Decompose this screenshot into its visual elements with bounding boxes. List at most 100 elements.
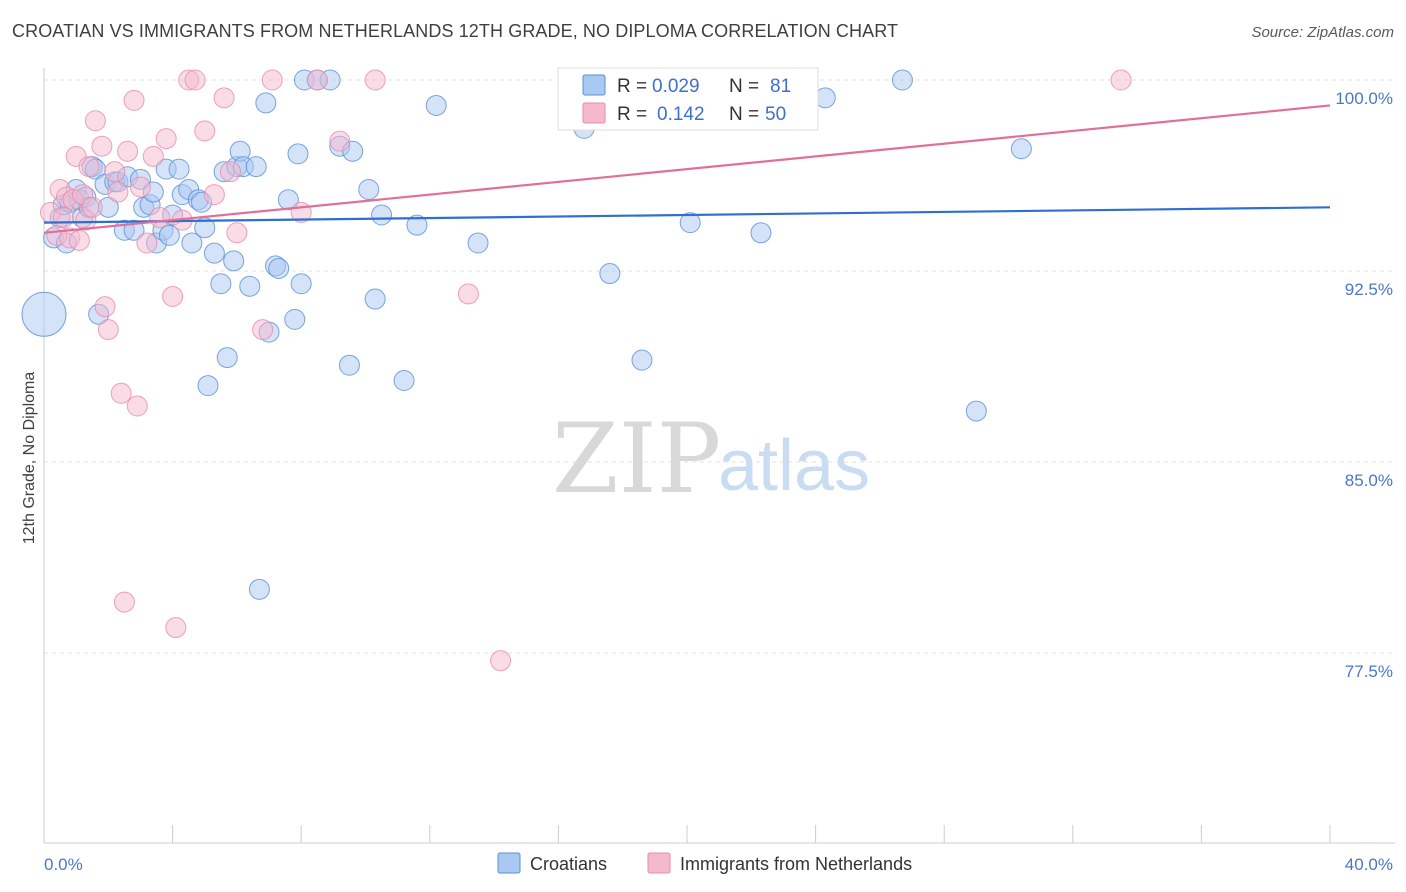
data-point-netherlands xyxy=(68,229,90,251)
chart-source: Source: ZipAtlas.com xyxy=(1251,24,1394,41)
data-point-croatians xyxy=(268,257,290,279)
data-point-croatians xyxy=(467,232,489,254)
data-point-croatians xyxy=(284,308,306,330)
data-point-netherlands xyxy=(165,617,187,639)
data-point-croatians xyxy=(223,250,245,272)
series-legend: Croatians Immigrants from Netherlands xyxy=(497,852,912,874)
data-point-croatians xyxy=(290,273,312,295)
data-point-croatians xyxy=(679,212,701,234)
x-tick-label: 0.0% xyxy=(44,855,83,874)
data-point-netherlands xyxy=(261,69,283,91)
data-point-croatians xyxy=(21,291,67,337)
data-point-croatians xyxy=(1010,138,1032,160)
data-point-netherlands xyxy=(136,232,158,254)
data-point-netherlands xyxy=(107,181,129,203)
data-point-netherlands xyxy=(142,145,164,167)
stats-legend: R = 0.029 N = 81 R = 0.142 N = 50 xyxy=(557,67,819,131)
data-point-croatians xyxy=(239,275,261,297)
legend-swatch-croatians[interactable] xyxy=(497,852,521,874)
data-point-netherlands xyxy=(364,69,386,91)
x-tick-label: 40.0% xyxy=(1345,855,1393,874)
stats-n-value-netherlands: 50 xyxy=(765,104,786,125)
watermark: ZIP atlas xyxy=(552,403,870,515)
data-point-netherlands xyxy=(213,87,235,109)
data-point-croatians xyxy=(406,214,428,236)
data-point-croatians xyxy=(393,370,415,392)
data-point-netherlands xyxy=(94,296,116,318)
data-point-croatians xyxy=(245,156,267,178)
y-tick-label: 85.0% xyxy=(1345,471,1393,490)
watermark-zip: ZIP xyxy=(552,403,721,515)
data-point-netherlands xyxy=(1110,69,1132,91)
data-point-netherlands xyxy=(226,222,248,244)
data-point-croatians xyxy=(168,158,190,180)
watermark-atlas: atlas xyxy=(718,426,870,506)
stats-r-label-croatians: R = xyxy=(617,76,647,97)
data-point-croatians xyxy=(216,347,238,369)
stats-swatch-netherlands xyxy=(582,102,606,124)
y-tick-label: 92.5% xyxy=(1345,280,1393,299)
data-point-croatians xyxy=(203,242,225,264)
tick-label-layer: 77.5% 85.0% 92.5% 100.0% 0.0% 40.0% xyxy=(44,89,1393,874)
data-point-croatians xyxy=(338,354,360,376)
stats-r-label-netherlands: R = xyxy=(617,104,647,125)
data-point-croatians xyxy=(750,222,772,244)
legend-label-croatians[interactable]: Croatians xyxy=(530,854,607,874)
data-point-croatians xyxy=(248,578,270,600)
legend-label-netherlands[interactable]: Immigrants from Netherlands xyxy=(680,854,912,874)
data-point-netherlands xyxy=(97,319,119,341)
data-point-netherlands xyxy=(52,207,74,229)
points-layer xyxy=(21,69,1132,672)
data-point-netherlands xyxy=(184,69,206,91)
trend-line-croatians xyxy=(43,206,1331,224)
data-point-netherlands xyxy=(252,319,274,341)
data-point-netherlands xyxy=(490,650,512,672)
stats-r-value-croatians: 0.029 xyxy=(652,76,700,97)
y-axis-title: 12th Grade, No Diploma xyxy=(21,372,38,545)
axis-layer xyxy=(43,68,1395,844)
trend-layer xyxy=(43,104,1331,234)
data-point-netherlands xyxy=(306,69,328,91)
data-point-croatians xyxy=(631,349,653,371)
data-point-netherlands xyxy=(84,110,106,132)
data-point-netherlands xyxy=(81,196,103,218)
data-point-netherlands xyxy=(155,128,177,150)
data-point-netherlands xyxy=(149,207,171,229)
data-point-netherlands xyxy=(91,135,113,157)
data-point-netherlands xyxy=(113,591,135,613)
data-point-croatians xyxy=(599,263,621,285)
data-point-croatians xyxy=(371,204,393,226)
data-point-croatians xyxy=(181,232,203,254)
y-tick-label: 100.0% xyxy=(1335,89,1393,108)
data-point-croatians xyxy=(255,92,277,114)
data-point-croatians xyxy=(425,94,447,116)
stats-n-value-croatians: 81 xyxy=(770,76,791,97)
data-point-croatians xyxy=(287,143,309,165)
stats-r-value-netherlands: 0.142 xyxy=(657,104,705,125)
data-point-croatians xyxy=(965,400,987,422)
stats-n-label-netherlands: N = xyxy=(729,104,759,125)
data-point-netherlands xyxy=(329,130,351,152)
data-point-netherlands xyxy=(110,382,132,404)
data-point-netherlands xyxy=(219,161,241,183)
data-point-croatians xyxy=(210,273,232,295)
legend-swatch-netherlands[interactable] xyxy=(647,852,671,874)
trend-line-netherlands xyxy=(43,104,1331,234)
data-point-croatians xyxy=(158,224,180,246)
data-point-netherlands xyxy=(104,161,126,183)
stats-n-label-croatians: N = xyxy=(729,76,759,97)
data-point-netherlands xyxy=(126,395,148,417)
data-point-croatians xyxy=(197,375,219,397)
data-point-netherlands xyxy=(203,184,225,206)
data-point-netherlands xyxy=(129,176,151,198)
stats-swatch-croatians xyxy=(582,74,606,96)
y-tick-label: 77.5% xyxy=(1345,662,1393,681)
data-point-croatians xyxy=(364,288,386,310)
chart-title: CROATIAN VS IMMIGRANTS FROM NETHERLANDS … xyxy=(12,21,899,41)
data-point-croatians xyxy=(891,69,913,91)
data-point-netherlands xyxy=(78,156,100,178)
data-point-croatians xyxy=(358,179,380,201)
data-point-netherlands xyxy=(117,140,139,162)
data-point-netherlands xyxy=(123,89,145,111)
